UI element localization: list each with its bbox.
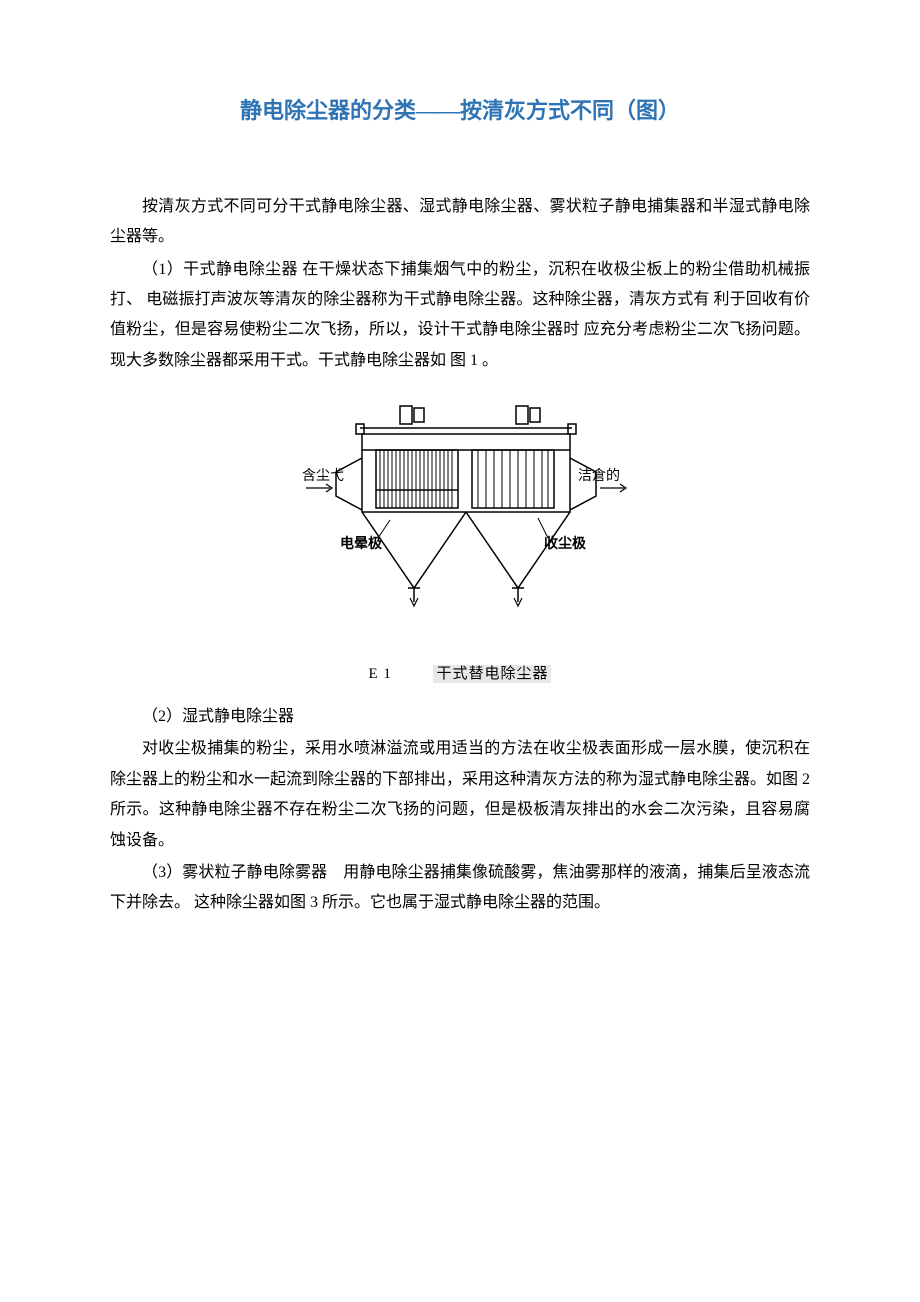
section-2-title: （2）湿式静电除尘器 [110, 702, 810, 732]
section-3-paragraph: （3）雾状粒子静电除雾器 用静电除尘器捕集像硫酸雾，焦油雾那样的液滴，捕集后呈液… [110, 858, 810, 919]
caption-prefix: E 1 [369, 666, 392, 682]
figure-1-caption: E 1 干式替电除尘器 [110, 660, 810, 689]
figure-label-bottom-right: 收尘极 [544, 535, 587, 552]
figure-label-left: 含尘弋 [302, 468, 344, 484]
intro-paragraph: 按清灰方式不同可分干式静电除尘器、湿式静电除尘器、雾状粒子静电捕集器和半湿式静电… [110, 192, 810, 253]
page-title: 静电除尘器的分类——按清灰方式不同（图） [110, 90, 810, 132]
section-1-paragraph: （1）干式静电除尘器 在干燥状态下捕集烟气中的粉尘，沉积在收极尘板上的粉尘借助机… [110, 255, 810, 377]
caption-text: 干式替电除尘器 [433, 665, 551, 683]
figure-1-container: 含尘弋 洁倉的 电晕极 收尘极 E 1 干式替电除尘器 [110, 400, 810, 688]
figure-1-diagram: 含尘弋 洁倉的 电晕极 收尘极 [280, 400, 640, 640]
section-2-body: 对收尘极捕集的粉尘，采用水喷淋溢流或用适当的方法在收尘极表面形成一层水膜，使沉积… [110, 734, 810, 856]
figure-label-bottom-left: 电晕极 [340, 535, 383, 552]
figure-label-right: 洁倉的 [578, 468, 620, 484]
